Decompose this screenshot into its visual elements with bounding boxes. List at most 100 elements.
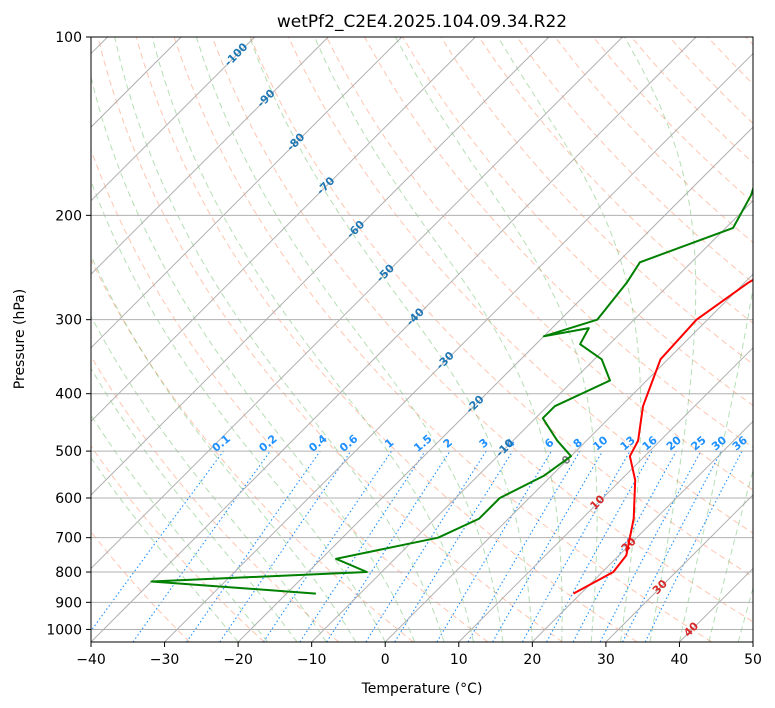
dry-adiabat bbox=[249, 37, 753, 578]
isotherm-label: -50 bbox=[374, 261, 397, 284]
isotherm bbox=[458, 347, 753, 642]
mixing-ratio-line bbox=[91, 450, 224, 632]
dry-adiabat bbox=[91, 531, 191, 642]
moist-adiabat bbox=[249, 37, 533, 642]
y-tick-label: 800 bbox=[55, 565, 82, 581]
x-tick-label: 0 bbox=[381, 652, 390, 668]
mixing-ratio-line bbox=[219, 450, 352, 642]
isotherm bbox=[752, 641, 753, 642]
mixing-ratio-label: 20 bbox=[664, 433, 684, 453]
temperature-profile bbox=[572, 278, 753, 595]
x-tick-label: −30 bbox=[150, 652, 180, 668]
dry-adiabat bbox=[440, 37, 753, 365]
isotherm bbox=[384, 273, 753, 642]
mixing-ratio-line bbox=[186, 450, 321, 642]
dry-adiabat bbox=[554, 37, 753, 244]
dry-adiabat bbox=[91, 355, 340, 642]
isotherm bbox=[237, 126, 753, 642]
mixing-ratio-line bbox=[132, 450, 271, 642]
mixing-ratio-line bbox=[394, 450, 514, 642]
isotherm bbox=[531, 420, 753, 642]
moist-adiabat bbox=[395, 37, 598, 642]
mixing-ratio-label: 16 bbox=[640, 433, 660, 453]
y-tick-label: 900 bbox=[55, 595, 82, 611]
moist-adiabat bbox=[151, 37, 474, 642]
mixing-ratio-label: 13 bbox=[618, 434, 638, 454]
dry-adiabat bbox=[516, 37, 753, 284]
isotherm bbox=[91, 37, 623, 570]
y-axis: 100 200 300 400 500 600 700 800 900 1000 bbox=[46, 30, 91, 638]
plot-frame bbox=[90, 36, 754, 643]
isotherm-label: -70 bbox=[314, 174, 337, 197]
mixing-ratio-line bbox=[263, 450, 392, 642]
x-tick-label: 40 bbox=[671, 652, 689, 668]
dry-adiabat bbox=[669, 37, 753, 125]
dry-adiabat bbox=[97, 37, 563, 642]
moist-adiabat bbox=[114, 37, 445, 642]
moist-adiabat bbox=[91, 367, 298, 642]
y-tick-label: 200 bbox=[55, 208, 82, 224]
moist-adiabat bbox=[624, 37, 697, 642]
isotherm bbox=[311, 199, 753, 642]
isotherm-label: -100 bbox=[222, 40, 251, 69]
dry-adiabat bbox=[287, 37, 753, 534]
dry-adiabat bbox=[211, 37, 753, 623]
moist-adiabat bbox=[708, 468, 753, 642]
isotherm bbox=[91, 37, 403, 349]
x-tick-label: −10 bbox=[297, 652, 327, 668]
x-tick-label: 50 bbox=[744, 652, 762, 668]
dry-adiabat bbox=[91, 258, 414, 642]
dry-adiabat bbox=[707, 37, 753, 85]
mixing-ratio-line bbox=[326, 450, 451, 642]
x-axis: −40 −30 −20 −10 0 10 20 30 40 50 bbox=[76, 642, 762, 668]
isotherm bbox=[91, 37, 256, 202]
mixing-ratio-line bbox=[467, 450, 581, 642]
dry-adiabat bbox=[91, 445, 265, 642]
y-tick-label: 100 bbox=[55, 30, 82, 46]
series-group bbox=[150, 185, 753, 595]
x-tick-label: −20 bbox=[223, 652, 253, 668]
isotherm-label: -30 bbox=[434, 349, 457, 372]
grid bbox=[91, 37, 753, 642]
moist-adiabat bbox=[91, 179, 386, 642]
isotherm-label: 40 bbox=[681, 619, 701, 639]
x-axis-label: Temperature (°C) bbox=[361, 681, 483, 697]
y-tick-label: 1000 bbox=[46, 622, 82, 638]
x-tick-label: −40 bbox=[76, 652, 106, 668]
dry-adiabat bbox=[592, 37, 753, 204]
mixing-ratio-label: 30 bbox=[709, 433, 729, 453]
y-tick-label: 500 bbox=[55, 444, 82, 460]
mixing-ratio-line bbox=[644, 450, 743, 642]
dry-adiabat bbox=[326, 37, 753, 491]
moist-adiabat bbox=[497, 37, 642, 642]
x-tick-label: 10 bbox=[450, 652, 468, 668]
isotherm-label: -20 bbox=[463, 392, 486, 415]
dewpoint-profile bbox=[150, 185, 753, 595]
mixing-ratio-label: 25 bbox=[689, 434, 709, 454]
isotherm bbox=[91, 37, 329, 275]
moist-adiabat bbox=[678, 284, 753, 642]
mixing-ratio-label: 2 bbox=[441, 436, 455, 451]
isotherm bbox=[91, 37, 550, 496]
y-tick-label: 400 bbox=[55, 387, 82, 403]
isotherm bbox=[91, 37, 476, 423]
mixing-ratio-line bbox=[365, 450, 487, 642]
dry-adiabat bbox=[91, 148, 489, 642]
isotherm-label: 30 bbox=[650, 577, 670, 597]
mixing-ratio-line bbox=[299, 450, 426, 642]
mixing-ratio-label: 3 bbox=[477, 436, 491, 451]
dry-adiabat bbox=[173, 37, 713, 642]
y-tick-label: 700 bbox=[55, 531, 82, 547]
moist-adiabat bbox=[737, 586, 753, 642]
mixing-ratio-label: 8 bbox=[571, 436, 585, 451]
isotherm bbox=[605, 494, 753, 642]
background-lines bbox=[91, 37, 753, 642]
moist-adiabat bbox=[91, 414, 268, 642]
x-tick-label: 30 bbox=[597, 652, 615, 668]
y-tick-label: 600 bbox=[55, 491, 82, 507]
mixing-ratio-label: 10 bbox=[590, 433, 610, 453]
mixing-ratio-line bbox=[522, 450, 631, 642]
moist-adiabat bbox=[91, 254, 357, 642]
mixing-ratio-label: 36 bbox=[730, 433, 750, 453]
